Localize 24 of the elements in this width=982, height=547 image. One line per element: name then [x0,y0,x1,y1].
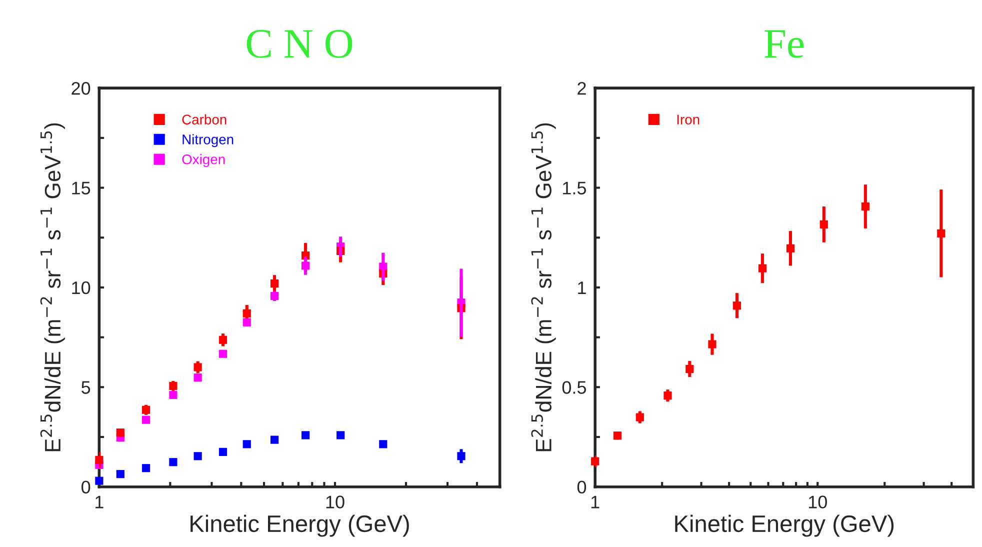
text: E$^{2.5}$dN/dE (m$^{−2}$ sr$^{−1}$ s$^{−1}$ GeV$^{1.5}$) [531,123,556,452]
y-tick-label: 0 [577,480,586,494]
y-tick-label: 15 [72,182,90,194]
chart-title: Fe [764,30,804,58]
legend-label: Iron [677,114,700,124]
y-tick-label: 1.5 [563,182,586,194]
x-axis-title: Kinetic Energy (GeV) [675,514,894,537]
x-tick-label: 10 [808,496,827,508]
legend-label: Carbon [182,114,226,124]
x-axis-title: Kinetic Energy (GeV) [190,514,409,537]
y-tick-label: 0 [82,480,90,494]
y-tick-label: 10 [72,281,90,294]
x-tick-label: 1 [591,496,600,508]
y-tick-label: 20 [72,82,90,95]
y-tick-label: 5 [82,381,90,394]
y-tick-label: 0.5 [562,381,586,394]
y-tick-label: 2 [578,82,586,95]
x-tick-label: 10 [326,496,344,508]
legend-label: Oxigen [182,154,225,168]
y-tick-label: 1 [578,282,586,294]
chart-title: C N O [246,30,352,58]
x-tick-label: 1 [96,496,104,508]
text: E$^{2.5}$dN/dE (m$^{−2}$ sr$^{−1}$ s$^{−1}$ GeV$^{1.5}$) [40,123,65,452]
legend-label: Nitrogen [182,134,234,148]
